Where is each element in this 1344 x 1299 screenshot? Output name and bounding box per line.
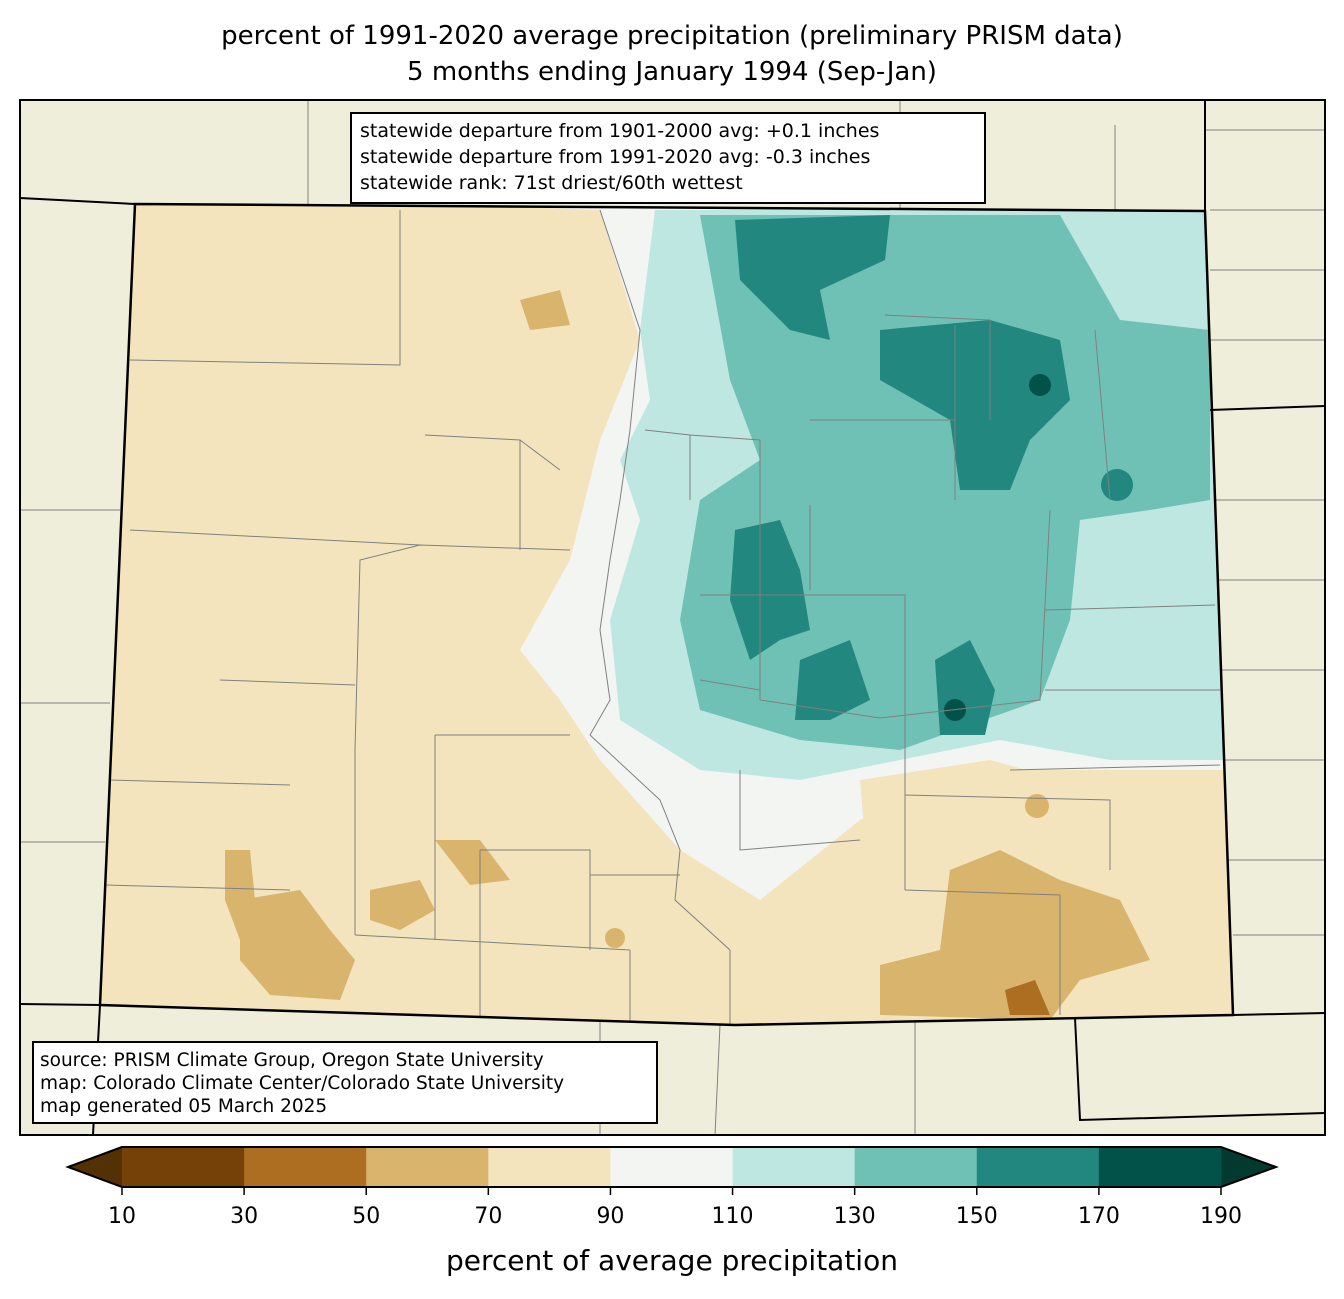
county-boundaries: [104, 209, 1221, 1025]
precipitation-field: [100, 204, 1233, 1025]
colorbar-bin: [366, 1147, 489, 1187]
colorbar-tick-label: 130: [833, 1204, 876, 1229]
state-borders: [19, 100, 1326, 1136]
source-line: source: PRISM Climate Group, Oregon Stat…: [40, 1050, 544, 1071]
colorbar-tick-label: 90: [596, 1204, 625, 1229]
colorbar-bin: [610, 1147, 734, 1187]
generated-date-line: map generated 05 March 2025: [40, 1096, 328, 1117]
colorbar-label: percent of average precipitation: [446, 1244, 898, 1277]
colorbar-bin: [732, 1147, 856, 1187]
colorbar-tick-label: 50: [352, 1204, 381, 1229]
colorbar-tick-label: 30: [230, 1204, 259, 1229]
colorbar-bin: [854, 1147, 978, 1187]
colorbar-under-arrow: [68, 1147, 122, 1187]
colorado-border: [98, 202, 1235, 1027]
colorbar-bin: [122, 1147, 245, 1187]
source-box: source: PRISM Climate Group, Oregon Stat…: [32, 1041, 658, 1124]
colorbar-bin: [488, 1147, 611, 1187]
colorbar-tick-label: 110: [711, 1204, 754, 1229]
colorbar-tick-label: 70: [474, 1204, 503, 1229]
stats-departure-1991-2020: statewide departure from 1991-2020 avg: …: [360, 146, 871, 168]
map-subtitle: 5 months ending January 1994 (Sep-Jan): [407, 57, 937, 87]
stats-departure-1901-2000: statewide departure from 1901-2000 avg: …: [360, 120, 880, 142]
colorbar-over-arrow: [1221, 1147, 1276, 1187]
colorbar-bin: [976, 1147, 1100, 1187]
colorbar-tick-label: 10: [108, 1204, 136, 1229]
map-frame: [19, 99, 1326, 1136]
stats-rank: statewide rank: 71st driest/60th wettest: [360, 172, 743, 194]
map-credit-line: map: Colorado Climate Center/Colorado St…: [40, 1073, 565, 1094]
colorbar-bin: [1098, 1147, 1222, 1187]
colorbar: [65, 1146, 1279, 1195]
colorbar-tick-label: 150: [955, 1204, 998, 1229]
statewide-stats-box: statewide departure from 1901-2000 avg: …: [350, 112, 986, 204]
colorbar-bin: [244, 1147, 367, 1187]
map-title: percent of 1991-2020 average precipitati…: [221, 21, 1123, 51]
colorbar-tick-label: 170: [1077, 1204, 1120, 1229]
colorbar-tick-label: 190: [1200, 1204, 1242, 1229]
